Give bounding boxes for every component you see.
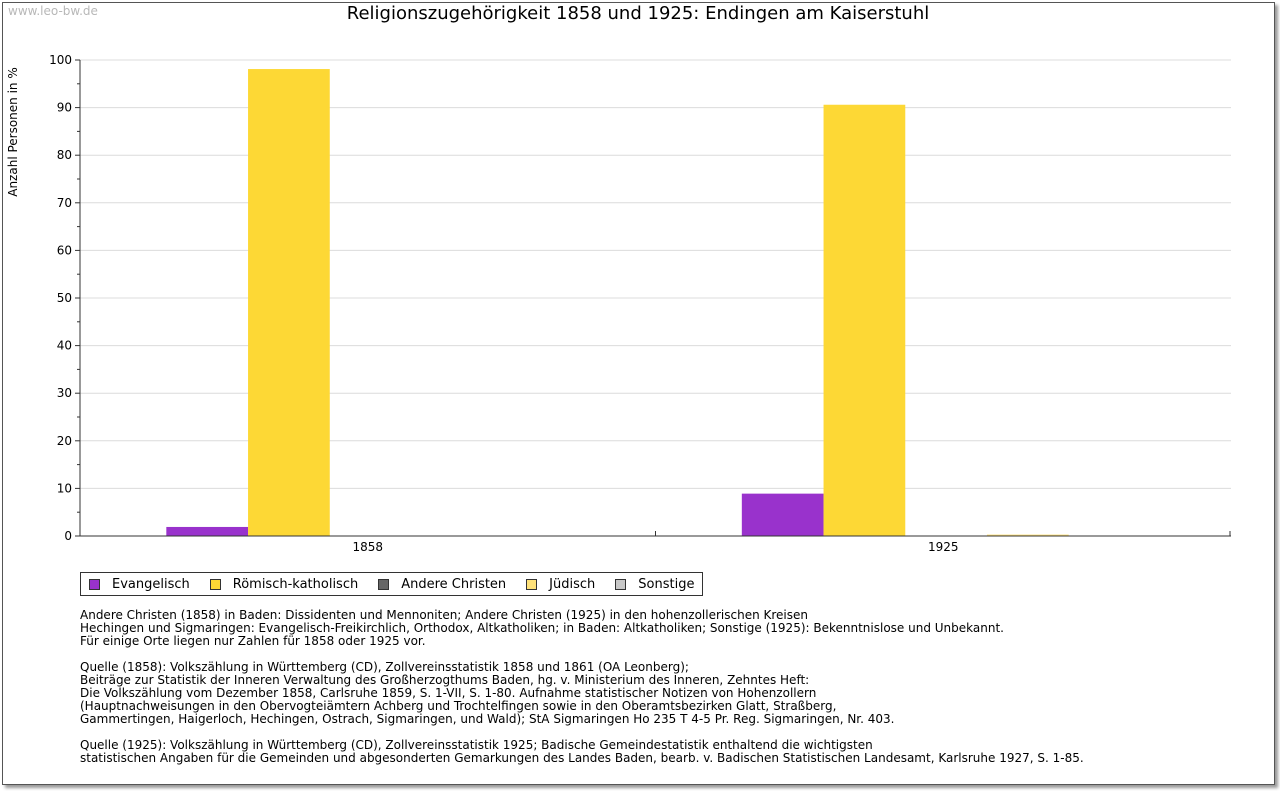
legend-label: Römisch-katholisch [232, 576, 359, 592]
note-line: statistischen Angaben für die Gemeinden … [80, 751, 1084, 765]
legend-swatch [378, 578, 390, 590]
legend-item: Römisch-katholisch [209, 576, 359, 592]
legend-label: Jüdisch [549, 576, 596, 592]
x-tick-label: 1925 [928, 540, 959, 554]
note-line: Hechingen und Sigmaringen: Evangelisch-F… [80, 621, 1004, 635]
y-tick-label: 100 [49, 53, 72, 67]
y-tick-label: 80 [57, 148, 72, 162]
legend-swatch [615, 578, 627, 590]
note-line: Andere Christen (1858) in Baden: Disside… [80, 608, 808, 622]
bar-j-disch-1925 [986, 534, 1069, 536]
footnotes: Andere Christen (1858) in Baden: Disside… [80, 609, 1084, 778]
legend-item: Evangelisch [89, 577, 190, 592]
note-line: Gammertingen, Haigerloch, Hechingen, Ost… [80, 712, 895, 726]
y-tick-label: 10 [57, 481, 72, 495]
legend-swatch [526, 578, 538, 590]
y-tick-label: 50 [57, 291, 72, 305]
legend-item: Andere Christen [378, 577, 506, 592]
y-tick-label: 30 [57, 386, 72, 400]
y-tick-label: 40 [57, 339, 72, 353]
note-line: Quelle (1925): Volkszählung in Württembe… [80, 738, 873, 752]
y-tick-label: 70 [57, 196, 72, 210]
y-tick-label: 0 [64, 529, 72, 543]
note-block: Quelle (1925): Volkszählung in Württembe… [80, 739, 1084, 765]
legend-swatch [209, 578, 221, 590]
bar-r-misch-katholisch-1925 [823, 104, 906, 536]
note-line: Beiträge zur Statistik der Inneren Verwa… [80, 673, 810, 687]
chart-title: Religionszugehörigkeit 1858 und 1925: En… [346, 3, 930, 24]
note-line: Quelle (1858): Volkszählung in Württembe… [80, 660, 689, 674]
bar-evangelisch-1925 [741, 493, 824, 536]
watermark: www.leo-bw.de [8, 4, 98, 18]
bar-chart: 0 10 20 30 40 50 60 70 80 90 100 1858 1925 [49, 53, 1231, 554]
y-tick-label: 90 [57, 101, 72, 115]
legend-swatch [89, 578, 100, 590]
y-tick-label: 60 [57, 243, 72, 257]
y-tick-label: 20 [57, 434, 72, 448]
bar-r-misch-katholisch-1858 [248, 69, 330, 536]
note-line: Die Volkszählung vom Dezember 1858, Carl… [80, 686, 817, 700]
legend: Evangelisch Römisch-katholisch Andere Chri… [80, 572, 704, 596]
legend-label: Evangelisch [112, 576, 190, 592]
legend-item: Sonstige [615, 577, 694, 592]
note-block: Andere Christen (1858) in Baden: Disside… [80, 609, 1084, 648]
bar-evangelisch-1858 [166, 526, 249, 536]
legend-item: Jüdisch [526, 577, 595, 592]
note-block: Quelle (1858): Volkszählung in Württembe… [80, 661, 1084, 726]
legend-label: Andere Christen [401, 576, 507, 592]
x-tick-label: 1858 [352, 540, 383, 554]
note-line: (Hauptnachweisungen in den Obervogteiämt… [80, 699, 837, 713]
legend-label: Sonstige [638, 576, 695, 592]
note-line: Für einige Orte liegen nur Zahlen für 18… [80, 634, 426, 648]
